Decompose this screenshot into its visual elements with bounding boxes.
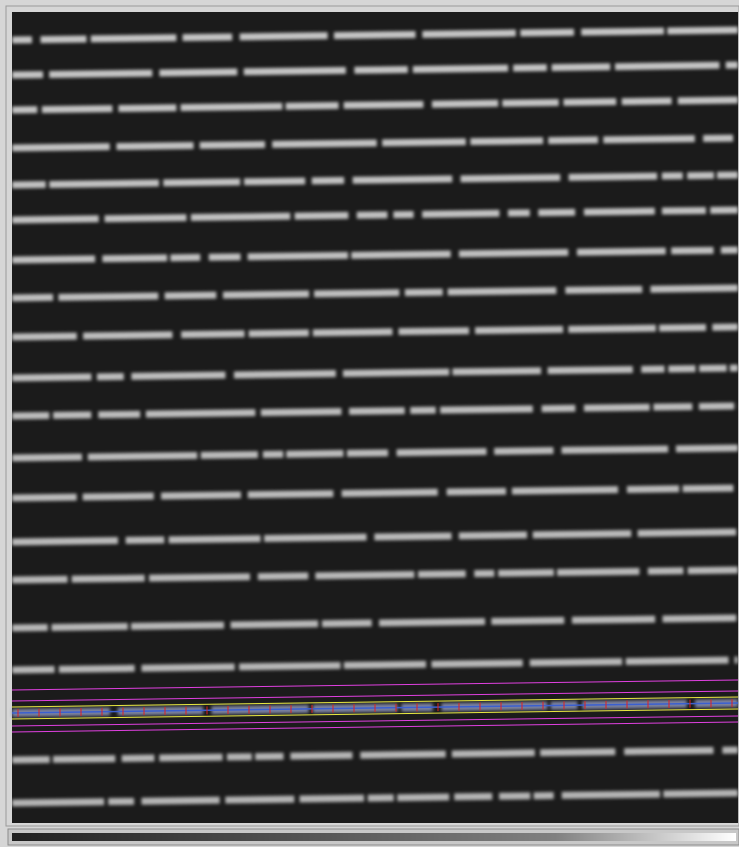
page: (() => { const ns = 'http://www.w3.org/2…: [0, 0, 739, 847]
colorbar: [12, 833, 736, 841]
image-viewer: [0, 0, 739, 847]
